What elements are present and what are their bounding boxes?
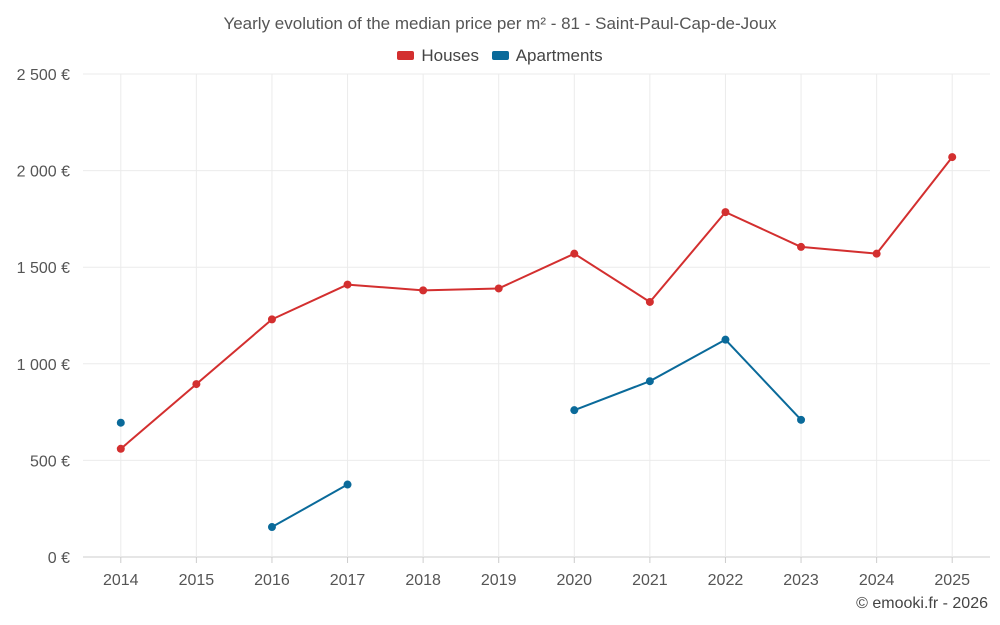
series-line-apartments — [271, 483, 349, 528]
y-tick-label: 1 500 € — [17, 260, 70, 277]
legend-label-houses: Houses — [421, 45, 479, 65]
data-point-apartments-2016 — [267, 523, 276, 532]
data-point-houses-2024 — [872, 249, 881, 258]
x-tick-label: 2025 — [934, 572, 970, 589]
data-point-houses-2014 — [116, 444, 125, 453]
data-point-houses-2015 — [192, 380, 201, 389]
chart-legend: Houses Apartments — [0, 45, 1000, 66]
legend-item-houses[interactable]: Houses — [397, 46, 479, 66]
x-tick-label: 2018 — [405, 572, 441, 589]
data-point-apartments-2014 — [116, 418, 125, 427]
legend-swatch-apartments — [491, 51, 509, 60]
x-tick-label: 2021 — [632, 572, 668, 589]
series-line-apartments — [573, 338, 802, 421]
y-tick-label: 500 € — [30, 453, 70, 470]
x-tick-label: 2022 — [708, 572, 744, 589]
x-tick-label: 2017 — [330, 572, 366, 589]
chart-title: Yearly evolution of the median price per… — [223, 14, 777, 33]
data-point-apartments-2023 — [797, 415, 806, 424]
data-point-apartments-2020 — [570, 406, 579, 415]
data-point-apartments-2021 — [645, 377, 654, 386]
legend-swatch-houses — [397, 51, 415, 60]
data-point-houses-2019 — [494, 284, 503, 293]
x-tick-label: 2015 — [179, 572, 215, 589]
data-point-apartments-2022 — [721, 335, 730, 344]
data-point-houses-2017 — [343, 280, 352, 289]
series-line-houses — [120, 156, 953, 450]
data-point-houses-2023 — [797, 242, 806, 251]
data-point-houses-2022 — [721, 208, 730, 217]
x-tick-label: 2024 — [859, 572, 895, 589]
data-point-houses-2016 — [267, 315, 276, 324]
legend-label-apartments: Apartments — [515, 45, 603, 65]
copyright-credit: © emooki.fr - 2026 — [856, 595, 988, 612]
x-tick-label: 2016 — [254, 572, 290, 589]
x-tick-label: 2014 — [103, 572, 139, 589]
data-point-houses-2020 — [570, 249, 579, 258]
x-tick-label: 2019 — [481, 572, 517, 589]
data-point-houses-2021 — [645, 297, 654, 306]
x-tick-label: 2023 — [783, 572, 819, 589]
data-point-houses-2025 — [948, 153, 957, 162]
legend-item-apartments[interactable]: Apartments — [491, 45, 603, 66]
data-point-apartments-2017 — [343, 480, 352, 489]
y-tick-label: 2 500 € — [17, 67, 70, 84]
data-point-houses-2018 — [419, 286, 428, 295]
x-tick-label: 2020 — [556, 572, 592, 589]
y-tick-label: 1 000 € — [17, 357, 70, 374]
y-tick-label: 2 000 € — [17, 164, 70, 181]
y-tick-label: 0 € — [48, 550, 70, 567]
